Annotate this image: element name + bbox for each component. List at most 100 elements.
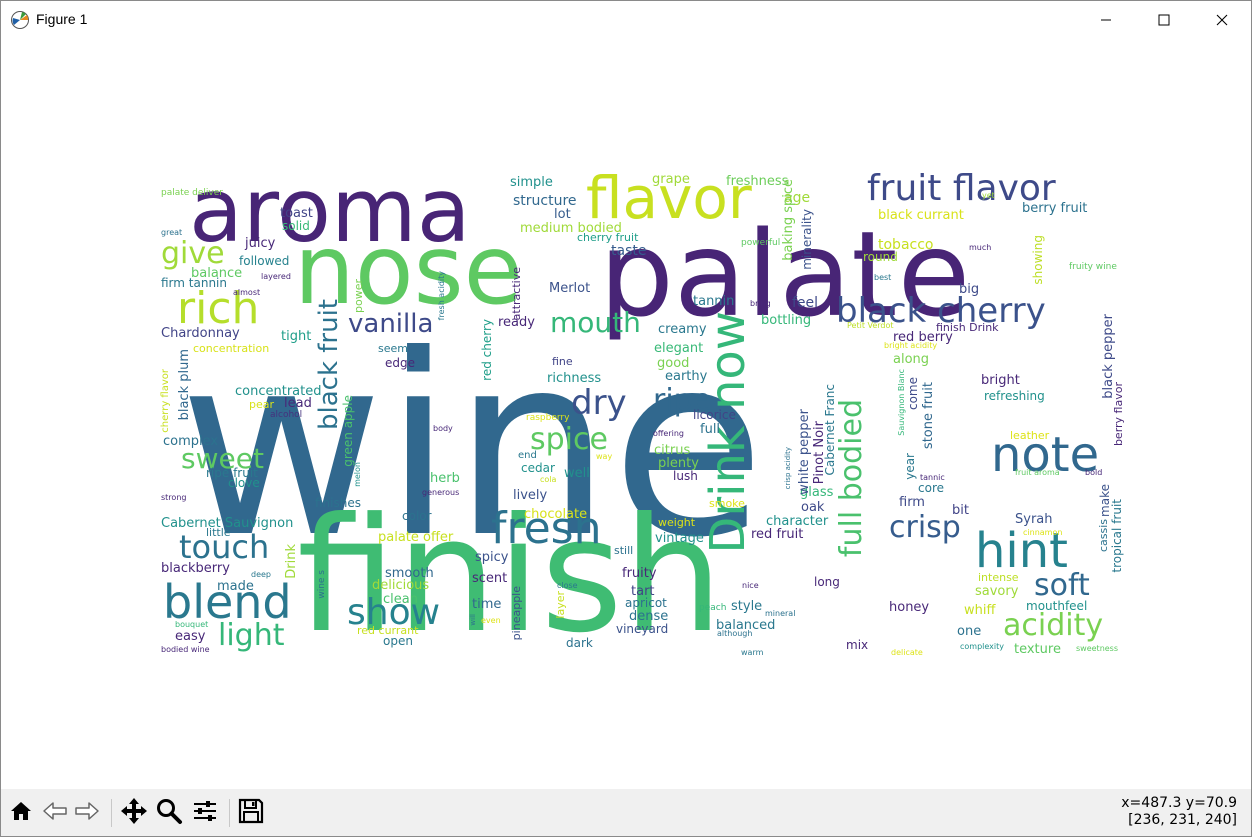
- window-title: Figure 1: [36, 11, 88, 27]
- word-bright: bright: [981, 373, 1020, 388]
- word-red-berry: red berry: [893, 330, 953, 345]
- word-vanilla: vanilla: [348, 309, 434, 339]
- word-lively: lively: [513, 488, 548, 503]
- word-character: character: [766, 514, 829, 529]
- back-icon: [41, 798, 69, 828]
- word-great: great: [161, 228, 183, 237]
- forward-button[interactable]: [71, 797, 103, 829]
- word-stone-fruit: stone fruit: [921, 382, 936, 450]
- word-drink: Drink: [284, 544, 299, 579]
- word-tannin: tannin: [693, 294, 735, 309]
- word-balance: balance: [191, 266, 243, 281]
- toolbar-separator: [111, 799, 112, 827]
- word-tart: tart: [631, 584, 655, 599]
- word-warm: warm: [741, 648, 764, 657]
- word-soft: soft: [1034, 568, 1090, 603]
- configure-subplots-icon: [191, 797, 219, 829]
- word-wine: wine: [179, 301, 766, 592]
- word-cherry-flavor: cherry flavor: [160, 369, 171, 433]
- word-fruity-wine: fruity wine: [1069, 262, 1117, 272]
- word-black-cherry: black cherry: [836, 291, 1046, 331]
- word-open: open: [383, 634, 413, 648]
- word-pear: pear: [249, 398, 275, 411]
- word-lush: lush: [673, 469, 698, 483]
- word-complex: complex: [163, 434, 219, 449]
- word-taste: taste: [611, 243, 647, 259]
- toolbar-separator: [229, 799, 230, 827]
- word-best: best: [874, 273, 892, 282]
- back-button[interactable]: [39, 797, 71, 829]
- word-fruit-flavor: fruit flavor: [867, 168, 1056, 209]
- close-button[interactable]: [1193, 1, 1251, 39]
- word-minerality: minerality: [800, 209, 814, 270]
- word-lead: lead: [284, 396, 312, 411]
- word-palate: palate: [599, 205, 971, 343]
- word-easy: easy: [175, 629, 206, 644]
- zoom-button[interactable]: [153, 797, 185, 829]
- word-elegant: elegant: [654, 341, 704, 356]
- word-whiff: whiff: [964, 603, 996, 618]
- cursor-pixel-value: [236, 231, 240]: [1128, 812, 1237, 828]
- word-red-currant: red currant: [357, 624, 419, 637]
- cursor-readout: x=487.3 y=70.9 [236, 231, 240]: [1121, 795, 1237, 829]
- word-dense: dense: [629, 609, 669, 624]
- word-fine: fine: [552, 355, 573, 368]
- word-edge: edge: [385, 356, 415, 370]
- word-melon: melon: [353, 462, 362, 487]
- cursor-position: x=487.3 y=70.9: [1121, 795, 1237, 811]
- minimize-button[interactable]: [1077, 1, 1135, 39]
- word-merlot: Merlot: [549, 281, 591, 296]
- home-button[interactable]: [5, 797, 37, 829]
- save-button[interactable]: [235, 797, 267, 829]
- word-style: style: [731, 599, 763, 614]
- word-long: long: [814, 575, 840, 589]
- word-blend: blend: [163, 575, 292, 629]
- maximize-button[interactable]: [1135, 1, 1193, 39]
- word-creamy: creamy: [658, 322, 707, 337]
- word-time: time: [472, 597, 502, 612]
- word-way: way: [596, 452, 613, 461]
- word-palate-deliver: palate deliver: [161, 188, 223, 198]
- word-year: year: [903, 453, 917, 480]
- word-berry-flavor: berry flavor: [1112, 382, 1125, 447]
- word-although: although: [717, 629, 753, 638]
- word-followed: followed: [239, 254, 290, 268]
- word-tight: tight: [281, 329, 312, 344]
- word-made: made: [217, 579, 254, 594]
- word-dark: dark: [566, 636, 593, 650]
- word-weight: weight: [658, 516, 696, 529]
- word-blackberry: blackberry: [161, 561, 230, 576]
- word-showing: showing: [1031, 235, 1045, 285]
- figure-canvas[interactable]: wine finish palate nose aroma flavor fruit fla…: [1, 39, 1251, 789]
- word-black-plum: black plum: [177, 349, 192, 421]
- word-mineral: mineral: [765, 609, 796, 618]
- word-show: show: [347, 592, 441, 633]
- word-cinnamon: cinnamon: [1023, 528, 1063, 537]
- word-solid: solid: [282, 219, 310, 233]
- word-black-currant: black currant: [878, 208, 964, 223]
- word-bouquet: bouquet: [175, 620, 209, 629]
- word-aroma: aroma: [189, 159, 471, 262]
- word-nice: nice: [742, 581, 759, 590]
- word-cabernet-franc: Cabernet Franc: [823, 384, 837, 476]
- word-juicy: juicy: [245, 236, 276, 251]
- word-lot: lot: [554, 207, 571, 222]
- word-cabernet-sauvignon: Cabernet Sauvignon: [161, 516, 294, 531]
- word-crisp: crisp: [889, 510, 961, 545]
- word-note: note: [991, 427, 1100, 483]
- word-age: age: [784, 190, 811, 206]
- word-bright-acidity: bright acidity: [884, 341, 938, 350]
- word-bodied-wine: bodied wine: [161, 645, 210, 654]
- word-richness: richness: [547, 371, 602, 386]
- word-delicate: delicate: [891, 648, 923, 657]
- word-freshness: freshness: [726, 174, 789, 189]
- word-chardonnay: Chardonnay: [161, 326, 240, 341]
- word-firm: firm: [899, 495, 925, 510]
- word-fruity: fruity: [622, 566, 657, 581]
- word-raspberry: raspberry: [526, 413, 570, 423]
- word-fruit-aroma: fruit aroma: [1015, 468, 1060, 477]
- word-cloud: wine finish palate nose aroma flavor fruit fla…: [1, 39, 1251, 789]
- pan-button[interactable]: [118, 797, 150, 829]
- configure-subplots-button[interactable]: [189, 797, 221, 829]
- word-clove: clove: [228, 476, 260, 490]
